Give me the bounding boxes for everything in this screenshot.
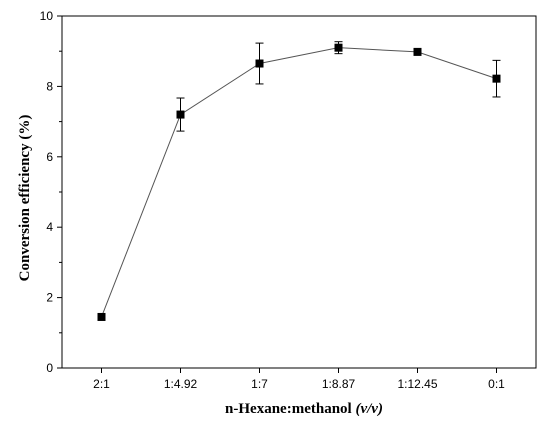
data-point xyxy=(255,59,264,68)
x-axis-label-main: n-Hexane:methanol xyxy=(225,401,355,417)
x-tick-label: 1:7 xyxy=(251,377,268,391)
x-tick-label: 1:8.87 xyxy=(322,377,356,391)
y-tick-label: 0 xyxy=(46,361,53,375)
x-axis-label-unit: (v/v) xyxy=(355,401,382,417)
x-tick-label: 2:1 xyxy=(93,377,110,391)
data-point xyxy=(176,110,185,119)
plot-frame xyxy=(61,15,537,369)
x-tick-label: 1:4.92 xyxy=(164,377,198,391)
y-tick-label: 4 xyxy=(46,220,53,234)
axes: 0 2 4 6 8 10 2:1 1:4.92 1:7 1:8.87 1:12.45 0:1 xyxy=(40,9,537,391)
data-point xyxy=(492,74,501,83)
y-axis-label: Conversion efficiency (%) xyxy=(17,115,33,282)
y-tick-label: 6 xyxy=(46,150,53,164)
data-point xyxy=(413,47,422,56)
y-tick-label: 2 xyxy=(46,291,53,305)
y-tick-label: 8 xyxy=(46,79,53,93)
data-point xyxy=(97,312,106,321)
x-tick-label: 0:1 xyxy=(488,377,505,391)
x-axis-label: n-Hexane:methanol (v/v) xyxy=(225,401,383,417)
series-layer xyxy=(97,41,501,321)
data-point xyxy=(334,43,343,52)
x-tick-label: 1:12.45 xyxy=(397,377,437,391)
series-line xyxy=(101,47,497,318)
y-tick-label: 10 xyxy=(40,9,54,23)
